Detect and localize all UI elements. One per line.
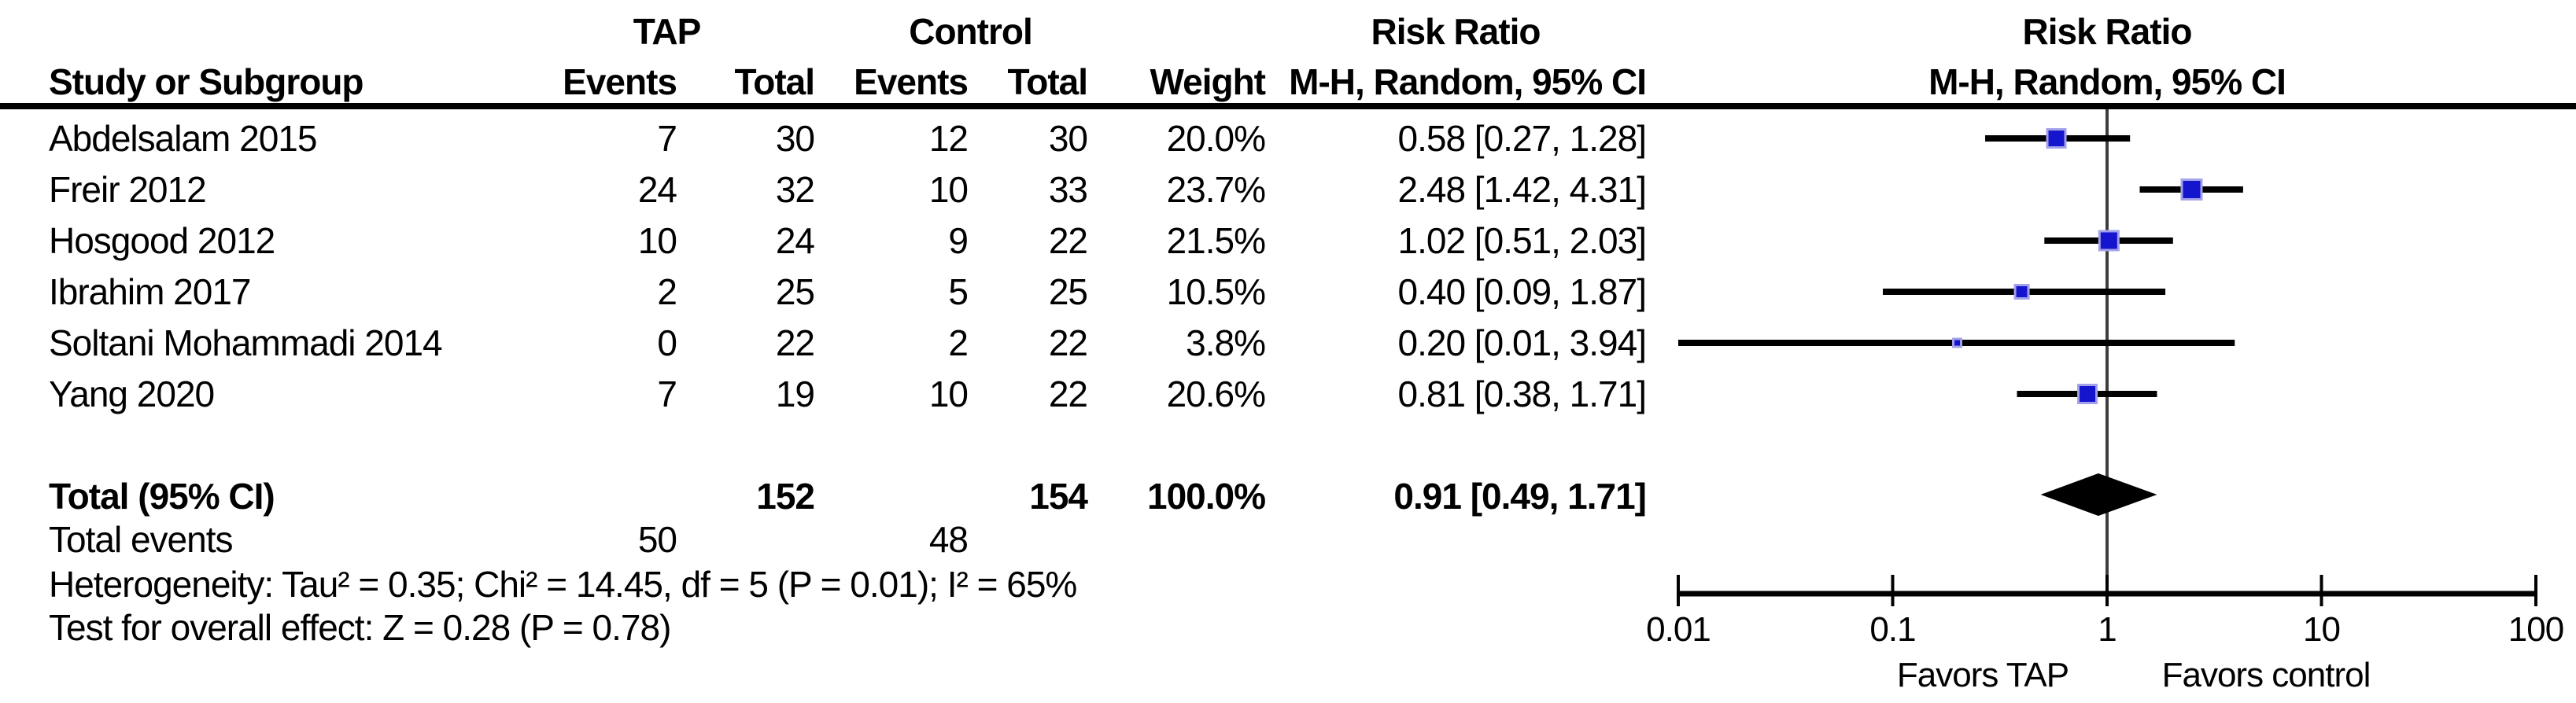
events-tap-column-header: Events <box>563 61 677 102</box>
effect-size-square <box>2077 384 2098 404</box>
events-control-cell: 10 <box>928 374 969 414</box>
control-group-header: Control <box>909 11 1033 52</box>
summary-diamond <box>2040 473 2157 516</box>
events-control-cell: 5 <box>948 271 969 312</box>
ci-text-cell: 0.40 [0.09, 1.87] <box>1397 271 1648 312</box>
risk-ratio-text-header: Risk Ratio <box>1371 11 1541 52</box>
favors-right-label: Favors control <box>2161 656 2371 694</box>
total-tap-column-header: Total <box>734 61 815 102</box>
total-events-tap-value: 50 <box>637 519 677 560</box>
events-control-cell: 2 <box>948 322 969 363</box>
study-name-cell: Hosgood 2012 <box>49 220 275 261</box>
events-tap-cell: 7 <box>657 118 677 159</box>
events-control-column-header: Events <box>854 61 969 102</box>
total-control-cell: 22 <box>1048 322 1088 363</box>
study-name-cell: Ibrahim 2017 <box>49 271 252 312</box>
axis-tick-label: 0.1 <box>1869 610 1916 649</box>
ci-text-cell: 0.58 [0.27, 1.28] <box>1397 118 1648 159</box>
total-control-cell: 22 <box>1048 220 1088 261</box>
axis-tick-label: 100 <box>2508 610 2564 649</box>
total-control-cell: 22 <box>1048 374 1088 414</box>
weight-column-header: Weight <box>1150 61 1266 102</box>
heterogeneity-stats-line: Heterogeneity: Tau² = 0.35; Chi² = 14.45… <box>49 564 1077 605</box>
total-control-cell: 25 <box>1048 271 1088 312</box>
weight-cell: 20.0% <box>1166 118 1266 159</box>
total-events-row: Total events 50 48 <box>0 514 1646 565</box>
header-separator-rule <box>0 103 2576 109</box>
total-row-label: Total (95% CI) <box>49 476 275 517</box>
total-control-cell: 30 <box>1048 118 1088 159</box>
study-row: Hosgood 2012 10 24 9 22 21.5% 1.02 [0.51, 2.03… <box>0 215 1648 266</box>
column-header-row: Study or Subgroup Events Total Events To… <box>0 57 1647 107</box>
axis-tick-label: 10 <box>2303 610 2341 649</box>
weight-cell: 3.8% <box>1186 322 1266 363</box>
total-row-total-tap: 152 <box>756 476 815 517</box>
ci-text-cell: 2.48 [1.42, 4.31] <box>1397 169 1648 210</box>
risk-ratio-plot-header: Risk Ratio <box>2022 11 2193 52</box>
ci-text-cell: 1.02 [0.51, 2.03] <box>1397 220 1648 261</box>
study-name-cell: Yang 2020 <box>49 374 215 414</box>
total-row-weight: 100.0% <box>1146 476 1266 517</box>
study-row: Abdelsalam 2015 7 30 12 30 20.0% 0.58 [0.27, 1… <box>0 113 1648 164</box>
total-tap-cell: 22 <box>775 322 815 363</box>
ci-text-cell: 0.20 [0.01, 3.94] <box>1397 322 1648 363</box>
ci-text-cell: 0.81 [0.38, 1.71] <box>1397 374 1648 414</box>
total-tap-cell: 19 <box>775 374 815 414</box>
effect-size-square <box>2098 230 2120 252</box>
study-row: Ibrahim 2017 2 25 5 25 10.5% 0.40 [0.09, 1.87] <box>0 267 1648 317</box>
weight-cell: 23.7% <box>1166 169 1266 210</box>
study-name-cell: Abdelsalam 2015 <box>49 118 317 159</box>
total-row-ci-text: 0.91 [0.49, 1.71] <box>1393 476 1647 517</box>
tap-group-header: TAP <box>633 11 702 52</box>
total-tap-cell: 30 <box>775 118 815 159</box>
study-row: Freir 2012 24 32 10 33 23.7% 2.48 [1.42, 4.31] <box>0 164 1648 215</box>
total-row-total-control: 154 <box>1029 476 1088 517</box>
weight-cell: 21.5% <box>1166 220 1266 261</box>
weight-cell: 10.5% <box>1166 271 1266 312</box>
study-name-cell: Soltani Mohammadi 2014 <box>49 322 443 363</box>
axis-tick-label: 0.01 <box>1646 610 1711 649</box>
total-tap-cell: 25 <box>775 271 815 312</box>
events-tap-cell: 2 <box>657 271 677 312</box>
study-row: Yang 2020 7 19 10 22 20.6% 0.81 [0.38, 1.71] <box>0 369 1648 419</box>
total-events-control-value: 48 <box>928 519 969 560</box>
study-name-cell: Freir 2012 <box>49 169 207 210</box>
total-row: Total (95% CI) 152 154 100.0% 0.91 [0.49… <box>0 471 1647 521</box>
total-events-label: Total events <box>49 519 233 560</box>
effect-size-square <box>2180 179 2203 201</box>
ci-text-column-header: M-H, Random, 95% CI <box>1289 61 1647 102</box>
effect-size-square <box>2046 128 2067 149</box>
events-tap-cell: 0 <box>657 322 677 363</box>
axis-tick-label: 1 <box>2098 610 2117 649</box>
total-control-cell: 33 <box>1048 169 1088 210</box>
total-tap-cell: 24 <box>775 220 815 261</box>
total-tap-cell: 32 <box>775 169 815 210</box>
events-control-cell: 9 <box>948 220 969 261</box>
events-tap-cell: 24 <box>637 169 677 210</box>
effect-size-square <box>1952 337 1963 348</box>
events-tap-cell: 10 <box>637 220 677 261</box>
effect-size-square <box>2013 284 2030 300</box>
events-control-cell: 10 <box>928 169 969 210</box>
events-tap-cell: 7 <box>657 374 677 414</box>
favors-left-label: Favors TAP <box>1896 656 2069 694</box>
weight-cell: 20.6% <box>1166 374 1266 414</box>
overall-effect-stats-line: Test for overall effect: Z = 0.28 (P = 0… <box>49 607 671 648</box>
events-control-cell: 12 <box>928 118 969 159</box>
ci-plot-column-header: M-H, Random, 95% CI <box>1928 61 2286 102</box>
study-row: Soltani Mohammadi 2014 0 22 2 22 3.8% 0.20 [0.… <box>0 318 1648 368</box>
study-column-header: Study or Subgroup <box>49 61 364 102</box>
total-control-column-header: Total <box>1007 61 1088 102</box>
